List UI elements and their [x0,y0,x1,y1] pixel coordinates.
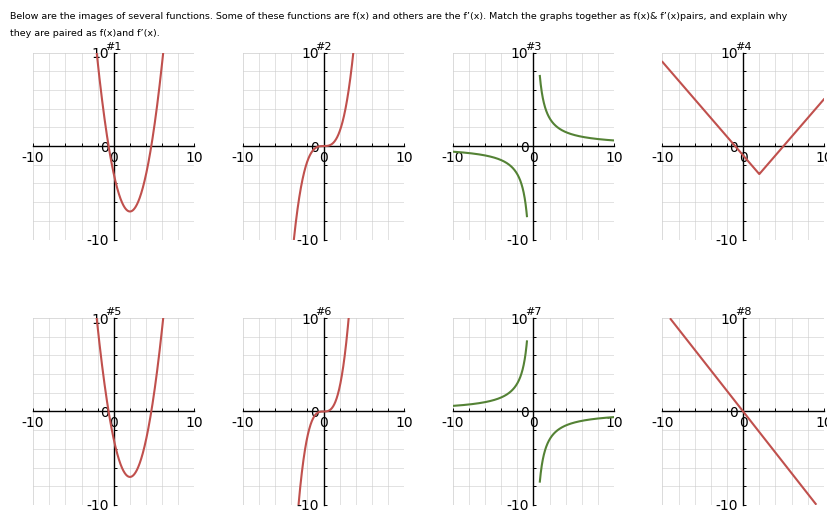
Text: they are paired as f(x)and f’(x).: they are paired as f(x)and f’(x). [10,29,160,38]
Title: #7: #7 [524,307,541,317]
Title: #4: #4 [734,42,751,52]
Text: Below are the images of several functions. Some of these functions are f(x) and : Below are the images of several function… [10,12,786,21]
Title: #8: #8 [734,307,751,317]
Title: #3: #3 [524,42,541,52]
Title: #6: #6 [315,307,332,317]
Title: #1: #1 [106,42,122,52]
Title: #2: #2 [315,42,332,52]
Title: #5: #5 [106,307,122,317]
